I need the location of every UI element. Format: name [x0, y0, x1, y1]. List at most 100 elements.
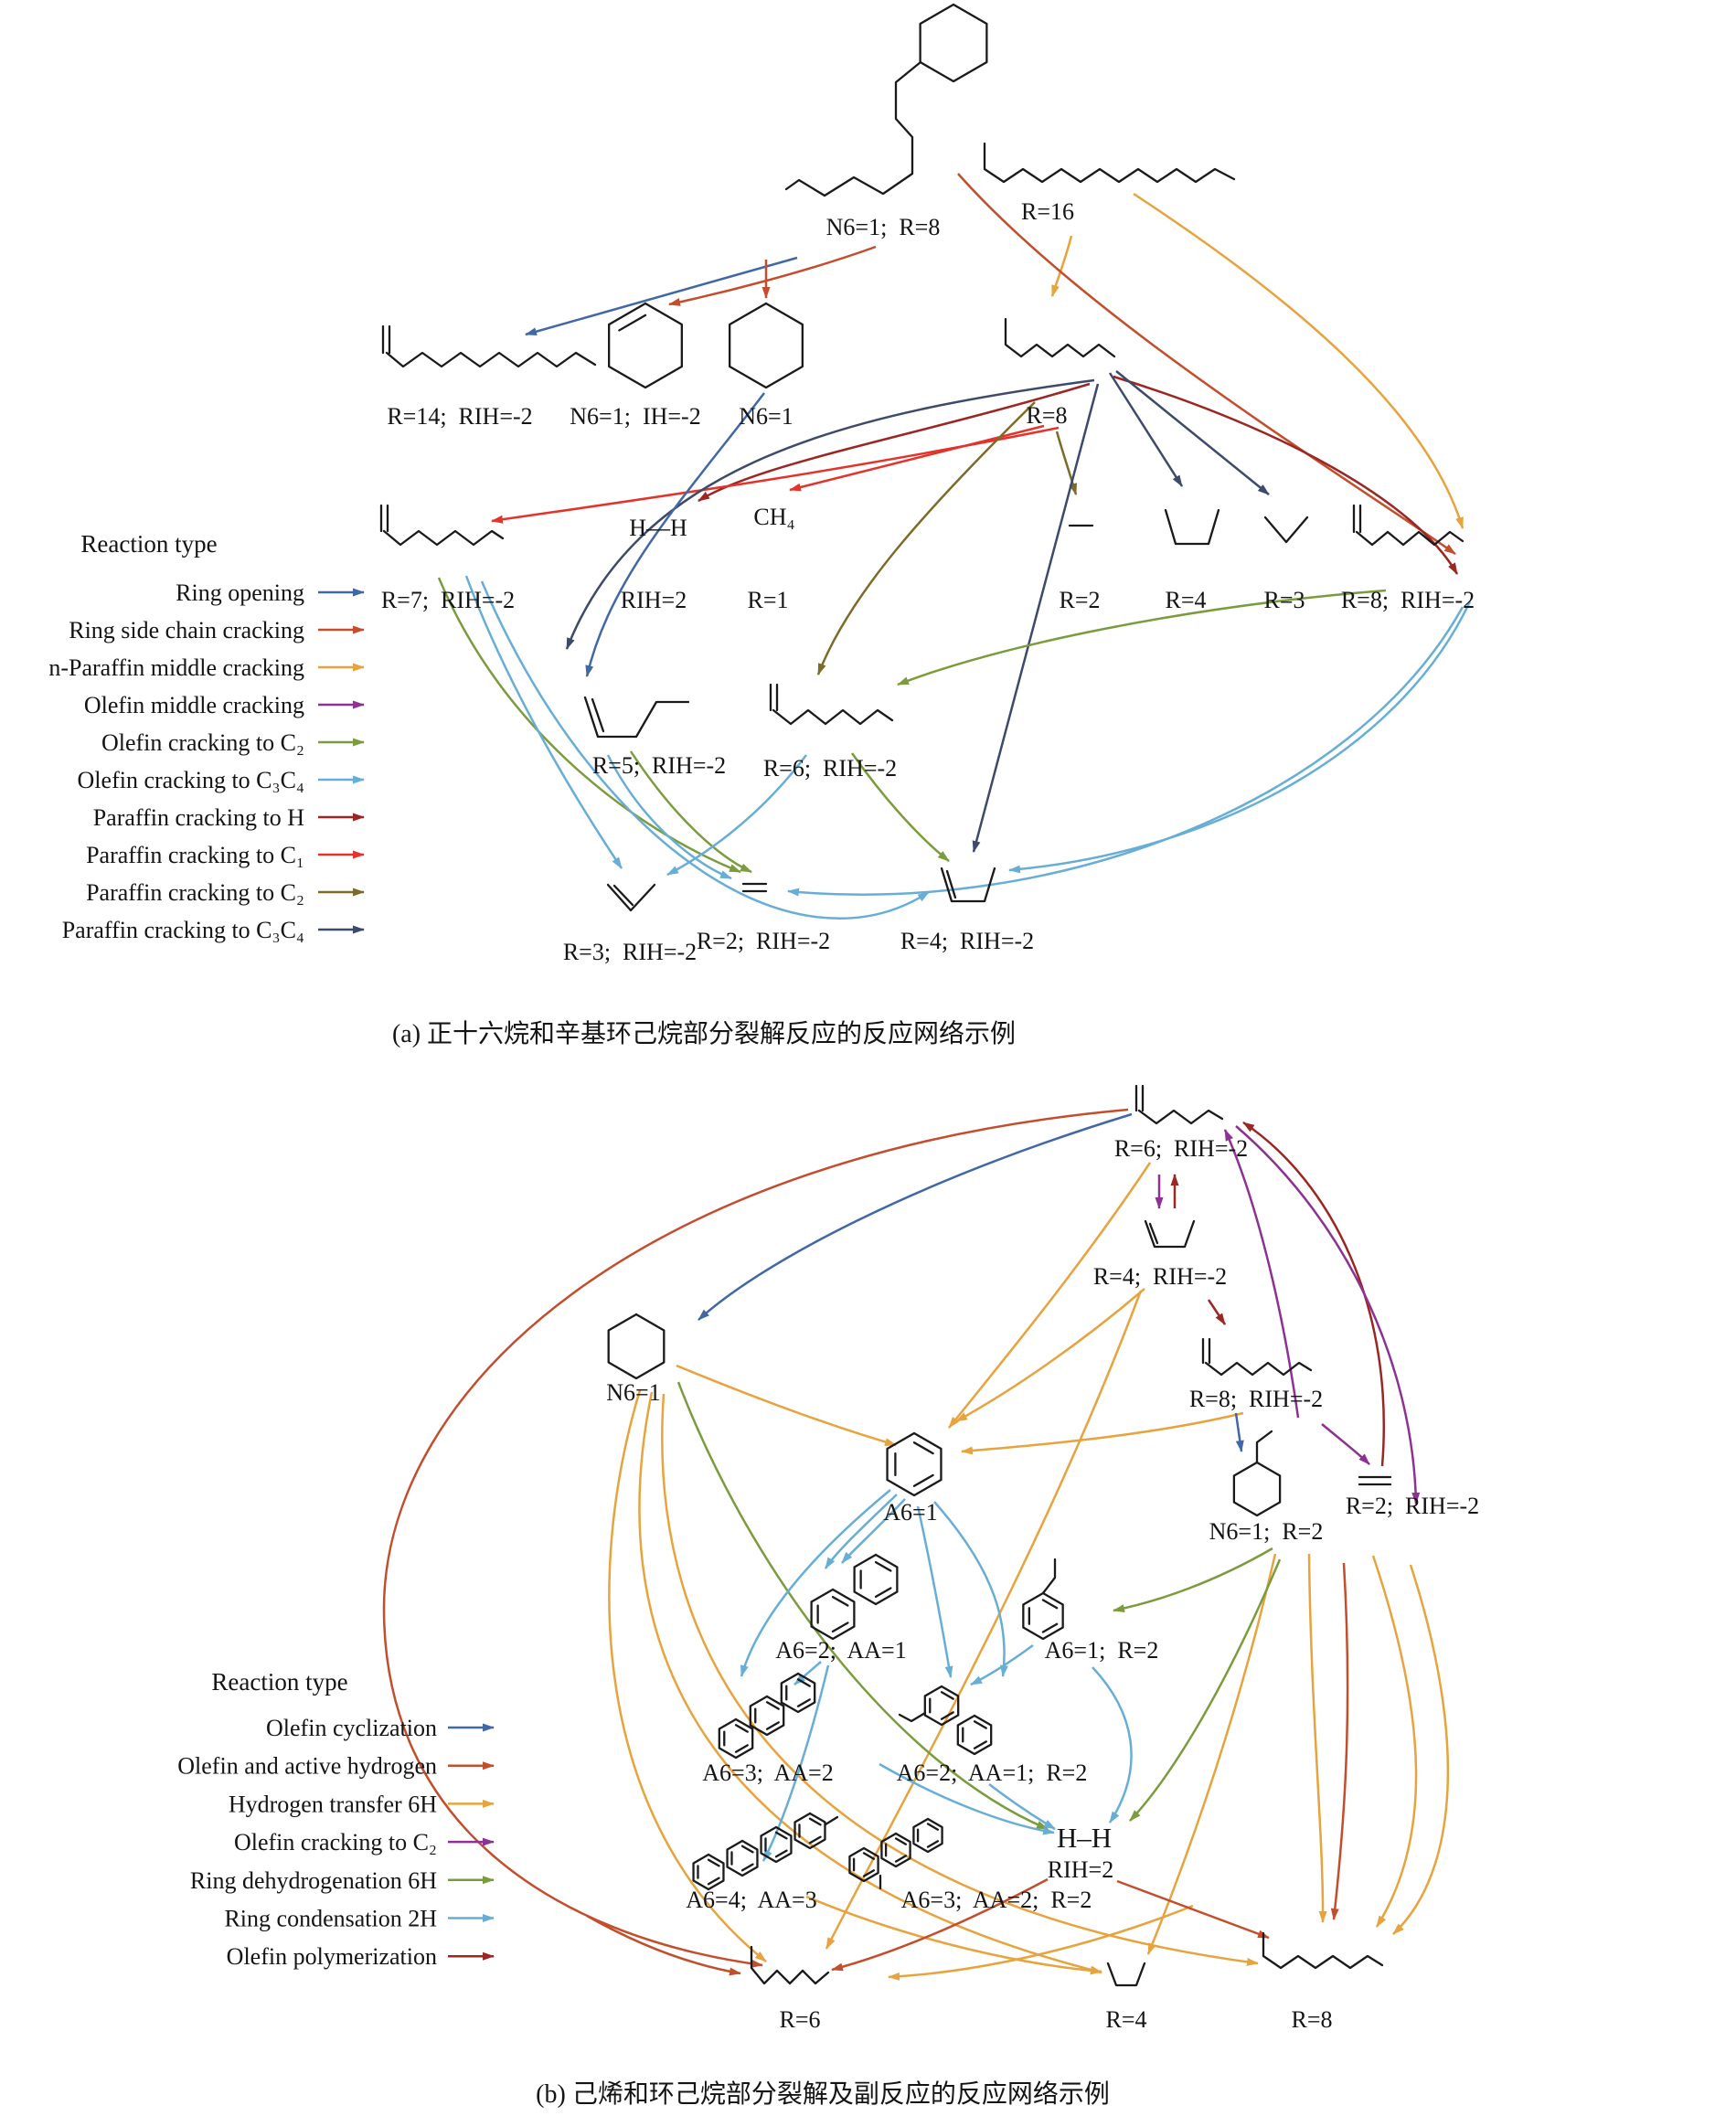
reaction-arrow-purple — [1235, 1125, 1421, 1505]
reaction-arrow-lightblue — [933, 1501, 1008, 1677]
reaction-arrow-green — [850, 752, 950, 862]
label-propene: R=3; RIH=-2 — [563, 939, 697, 965]
legend-item-label: Paraffin cracking to C₁ — [86, 842, 304, 868]
label-pentene: R=5; RIH=-2 — [592, 752, 726, 779]
legend-item-label: Ring side chain cracking — [69, 617, 304, 643]
bond-line — [591, 697, 605, 733]
reaction-arrow-rust — [1330, 1562, 1349, 1920]
legend-item-label: Ring condensation 2H — [224, 1906, 437, 1932]
aromatic-inner-bond — [894, 1837, 908, 1845]
label-terphenyl: A6=3; AA=2 — [702, 1760, 833, 1786]
reaction-arrow-rust — [1116, 1879, 1270, 1940]
label-octane-a: R=8 — [1026, 402, 1067, 429]
benzene-ring — [780, 1672, 816, 1714]
label-biphenyl: A6=2; AA=1 — [775, 1637, 906, 1664]
reaction-arrow-blue — [585, 392, 765, 677]
caption-panel-a: (a) 正十六烷和辛基环己烷部分裂解反应的反应网络示例 — [392, 1019, 1016, 1048]
label-octene-a: R=8; RIH=-2 — [1341, 587, 1475, 613]
bond-line — [772, 708, 894, 726]
reaction-arrow-rust — [586, 1914, 741, 1976]
benzene-ring — [793, 1812, 826, 1850]
reaction-arrow-olive — [816, 401, 1036, 675]
bond-line — [1355, 530, 1464, 547]
label-hydrogen-b: RIH=2 — [1048, 1856, 1113, 1883]
bond-line — [606, 883, 656, 912]
aromatic-inner-bond — [831, 1595, 849, 1607]
reaction-arrow-lightblue — [1092, 1666, 1133, 1824]
benzene-ring — [718, 1717, 754, 1760]
reaction-arrow-green — [437, 577, 741, 874]
reaction-arrow-rust — [382, 1108, 1129, 1968]
benzene-ring — [760, 1825, 793, 1864]
legend-item-label: Ring dehydrogenation 6H — [190, 1867, 437, 1894]
label-ethylene-a: R=2; RIH=-2 — [697, 928, 830, 954]
aromatic-inner-bond — [774, 1849, 788, 1858]
reaction-arrow-navy — [565, 378, 1095, 650]
reaction-arrow-lightblue — [464, 575, 623, 869]
benzene-ring — [848, 1846, 879, 1883]
label-octene-b: R=8; RIH=-2 — [1189, 1386, 1323, 1412]
aromatic-inner-bond — [973, 1720, 987, 1729]
cyclohexane-ring — [1232, 1461, 1282, 1517]
label-ethylcyclohexane: N6=1; R=2 — [1209, 1518, 1324, 1545]
bond-line — [1148, 1222, 1159, 1245]
reaction-arrow-green — [897, 589, 1387, 686]
benzene-ring — [810, 1588, 856, 1641]
legend-item-label: Olefin cracking to C₂ — [101, 729, 304, 756]
reaction-arrow-rust — [957, 173, 1456, 556]
benzene-ring — [923, 1685, 960, 1727]
bond-line — [983, 142, 1236, 184]
reaction-arrow-lightblue — [970, 1643, 1034, 1686]
legend-item-label: Olefin cracking to C₂ — [234, 1829, 437, 1855]
cyclohexane-ring — [729, 302, 804, 389]
reaction-arrow-lightblue — [916, 1505, 953, 1678]
legend-item-label: Olefin cyclization — [266, 1715, 437, 1741]
aromatic-inner-bond — [940, 1711, 954, 1720]
aromatic-inner-bond — [912, 1473, 934, 1487]
reaction-arrow-lightblue — [841, 1498, 906, 1564]
aromatic-inner-bond — [707, 1858, 720, 1867]
reaction-arrow-orange — [1307, 1553, 1327, 1923]
aromatic-inner-bond — [765, 1721, 780, 1730]
label-butene-a: R=4; RIH=-2 — [900, 928, 1034, 954]
aromatic-inner-bond — [862, 1852, 876, 1860]
label-methane: R=1 — [747, 587, 788, 613]
bond-line — [940, 867, 996, 903]
reaction-arrow-green — [1113, 1547, 1273, 1613]
label-butane-b: R=4 — [1105, 2006, 1146, 2033]
label-ethane: R=2 — [1059, 587, 1100, 613]
bond-line — [1262, 1931, 1384, 1970]
label-octylcyclohexane: N6=1; R=8 — [826, 214, 941, 240]
label-tetradecene: R=14; RIH=-2 — [387, 403, 532, 430]
reaction-arrow-orange — [676, 1364, 897, 1447]
aromatic-inner-bond — [912, 1441, 934, 1455]
aromatic-inner-bond — [765, 1701, 780, 1710]
benzene-ring — [880, 1832, 911, 1868]
formula-methane: CH₄ — [753, 504, 794, 530]
label-ethylterphenyl: A6=3; AA=2; R=2 — [901, 1887, 1092, 1913]
cyclohexane-ring — [607, 1313, 666, 1380]
legend-item-label: Olefin cracking to C₃C₄ — [78, 767, 304, 793]
reaction-arrow-blue — [698, 1112, 1133, 1321]
reaction-arrow-olive — [1055, 431, 1078, 495]
legend-item-label: Ring opening — [176, 580, 304, 606]
label-hexene-b: R=6; RIH=-2 — [1114, 1135, 1248, 1162]
label-propane: R=3 — [1263, 587, 1305, 613]
label-quaterphenyl: A6=4; AA=3 — [686, 1887, 816, 1913]
formula-hydrogen-b: H–H — [1057, 1822, 1112, 1854]
legend-item-label: Paraffin cracking to C₃C₄ — [62, 917, 304, 943]
label-hexene-a: R=6; RIH=-2 — [763, 755, 897, 782]
reaction-arrow-navy — [1115, 370, 1270, 495]
bond-line — [1004, 317, 1116, 358]
label-cyclohexane-a: N6=1 — [739, 403, 793, 430]
bond-line — [583, 696, 690, 739]
aromatic-inner-bond — [734, 1724, 749, 1733]
reaction-arrow-green — [629, 750, 752, 874]
reaction-arrow-blue — [525, 256, 798, 336]
bond-line — [1204, 1361, 1313, 1377]
bond-line — [382, 529, 505, 547]
aromatic-inner-bond — [874, 1587, 892, 1599]
bond-line — [1144, 1219, 1196, 1249]
label-octane-b: R=8 — [1291, 2006, 1332, 2033]
reaction-arrow-orange — [1392, 1564, 1450, 1935]
